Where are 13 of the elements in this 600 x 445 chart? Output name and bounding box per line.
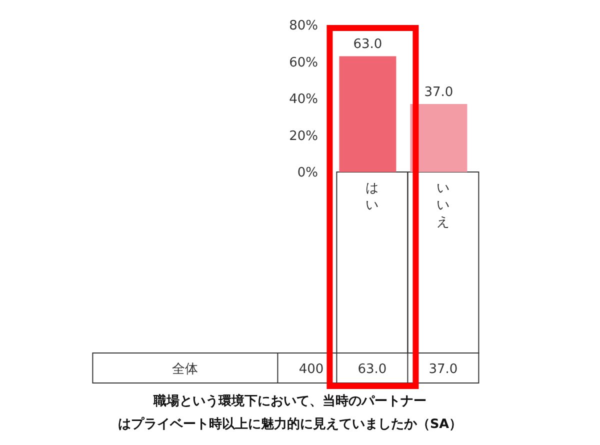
x-tick-label: いいえ (436, 181, 450, 230)
y-tick-label: 60% (289, 55, 318, 70)
data-label: 37.0 (428, 362, 458, 377)
x-tick-label: はい (366, 181, 379, 213)
table: 全体 400 63.0 37.0 (92, 352, 480, 384)
text: 37.0 (424, 85, 454, 100)
text: 職場という環境下において、当時のパートナーはプライベート時以上に魅力的に見えていましたか（SA） (118, 393, 462, 432)
y-tick-label: 20% (289, 128, 318, 144)
y-tick-label: 0% (297, 166, 318, 180)
data-label: 63.0 (358, 362, 387, 377)
text: 63.0 (353, 37, 382, 52)
y-tick-label: 40% (289, 92, 318, 107)
y-tick-label: 80% (289, 18, 318, 34)
